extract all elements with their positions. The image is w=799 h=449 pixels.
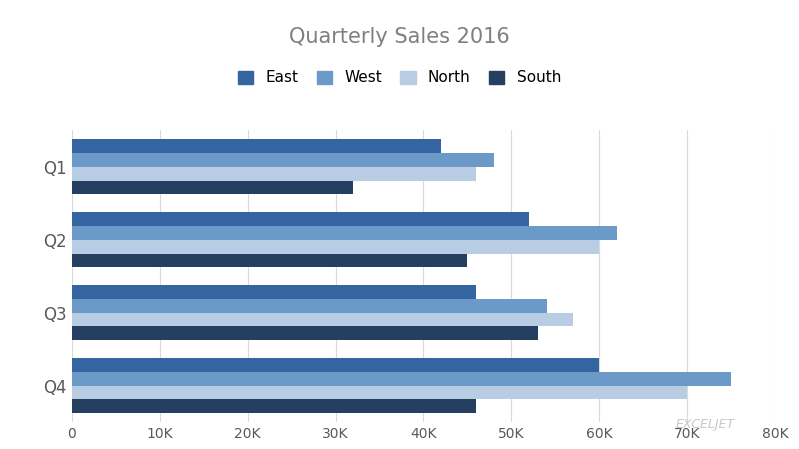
Bar [72,400,476,413]
Bar [72,240,599,254]
Bar [72,254,467,268]
Bar [72,226,617,240]
Legend: East, West, North, South: East, West, North, South [238,70,561,85]
Bar [72,358,599,372]
Bar [72,139,441,153]
Bar [72,285,476,299]
Bar [72,299,547,313]
Text: Quarterly Sales 2016: Quarterly Sales 2016 [289,27,510,47]
Bar [72,372,731,386]
Bar [72,180,353,194]
Bar [72,167,476,180]
Bar [72,386,687,400]
Bar [72,326,538,340]
Text: EXCELJET: EXCELJET [676,418,735,431]
Bar [72,313,573,326]
Bar [72,153,494,167]
Bar [72,212,529,226]
